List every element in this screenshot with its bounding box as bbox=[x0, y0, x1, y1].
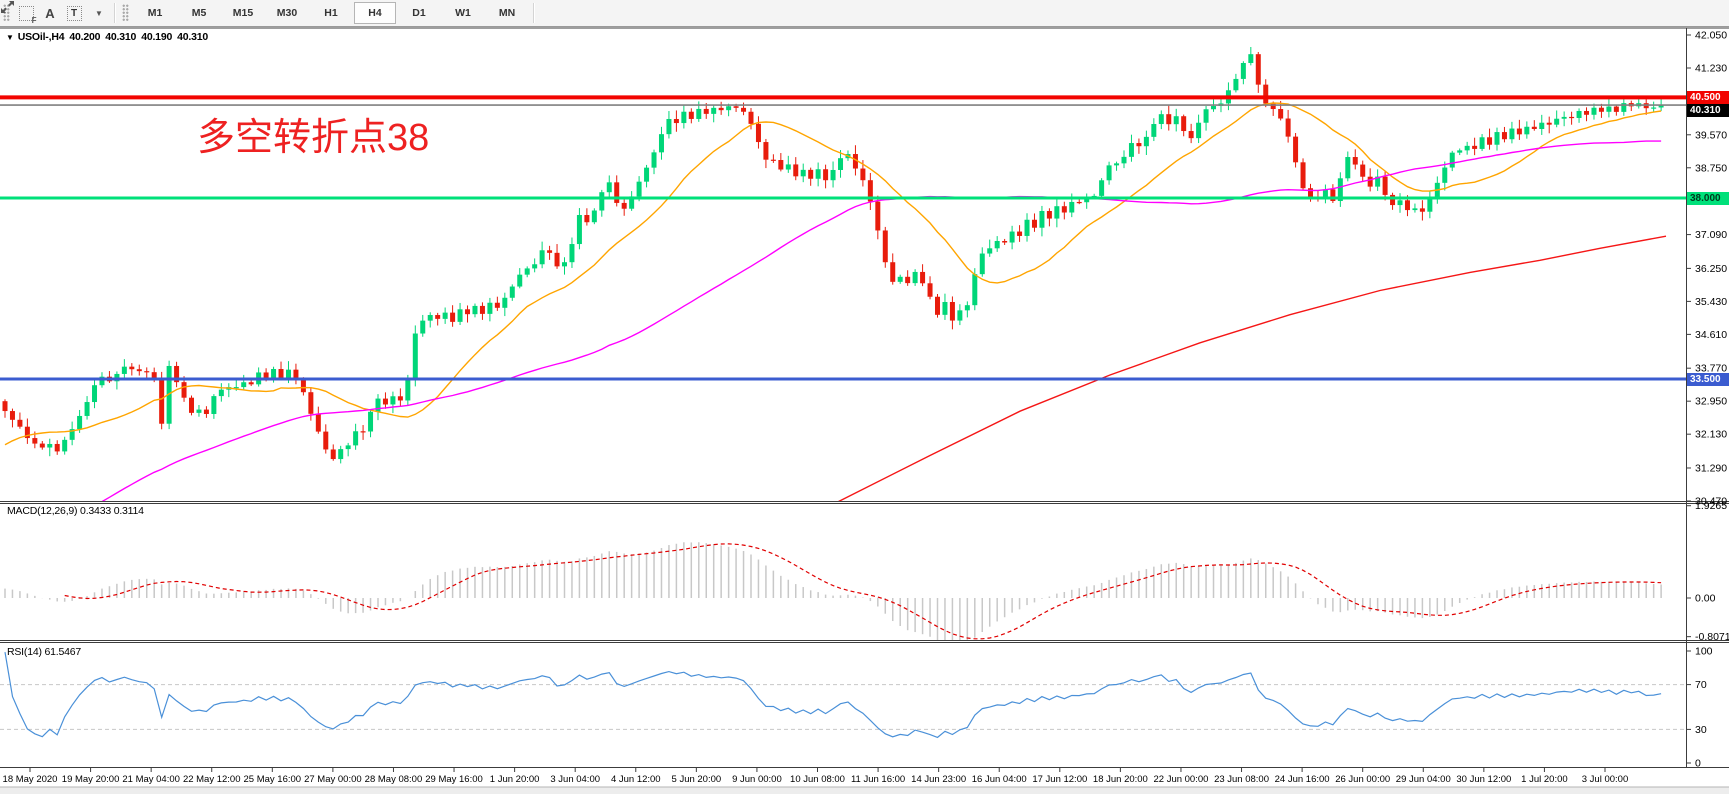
svg-text:0: 0 bbox=[1695, 758, 1701, 770]
timeframe-h4[interactable]: H4 bbox=[354, 2, 396, 24]
svg-text:31.290: 31.290 bbox=[1695, 462, 1727, 474]
svg-text:27 May 00:00: 27 May 00:00 bbox=[304, 774, 362, 785]
indicator-grid-tool-button[interactable]: F bbox=[15, 3, 37, 25]
svg-text:10 Jun 08:00: 10 Jun 08:00 bbox=[790, 774, 845, 785]
timeframe-m1[interactable]: M1 bbox=[147, 7, 163, 19]
svg-text:3 Jul 00:00: 3 Jul 00:00 bbox=[1582, 774, 1628, 785]
svg-text:21 May 04:00: 21 May 04:00 bbox=[122, 774, 180, 785]
ohlc-open: 40.200 bbox=[69, 31, 101, 43]
svg-text:14 Jun 23:00: 14 Jun 23:00 bbox=[911, 774, 966, 785]
svg-text:30 Jun 12:00: 30 Jun 12:00 bbox=[1456, 774, 1511, 785]
ohlc-low: 40.190 bbox=[141, 31, 173, 43]
svg-text:22 Jun 00:00: 22 Jun 00:00 bbox=[1153, 774, 1208, 785]
symbol-label: USOil-,H4 bbox=[17, 31, 65, 43]
svg-text:18 May 2020: 18 May 2020 bbox=[3, 774, 58, 785]
toolbar: F A T ▼ M1 M5 M15 M30 H1 H4 D1 W1 MN bbox=[0, 0, 1729, 27]
svg-text:33.770: 33.770 bbox=[1695, 363, 1727, 375]
svg-text:5 Jun 20:00: 5 Jun 20:00 bbox=[672, 774, 722, 785]
moving-averages-layer bbox=[4, 102, 1667, 501]
svg-text:28 May 08:00: 28 May 08:00 bbox=[365, 774, 423, 785]
chart-title: ▼ USOil-,H4 40.200 40.310 40.190 40.310 bbox=[6, 31, 213, 43]
svg-text:41.230: 41.230 bbox=[1695, 62, 1727, 74]
svg-text:34.610: 34.610 bbox=[1695, 329, 1727, 341]
ohlc-high: 40.310 bbox=[105, 31, 137, 43]
svg-text:24 Jun 16:00: 24 Jun 16:00 bbox=[1275, 774, 1330, 785]
svg-text:32.950: 32.950 bbox=[1695, 396, 1727, 408]
grid-f-icon: F bbox=[18, 5, 37, 25]
svg-text:70: 70 bbox=[1695, 679, 1707, 691]
svg-text:17 Jun 12:00: 17 Jun 12:00 bbox=[1032, 774, 1087, 785]
macd-indicator-label: MACD(12,26,9) 0.3433 0.3114 bbox=[7, 505, 144, 517]
svg-text:42.050: 42.050 bbox=[1695, 30, 1727, 42]
price-badge-40.500: 40.500 bbox=[1687, 90, 1729, 104]
svg-text:29 May 16:00: 29 May 16:00 bbox=[425, 774, 483, 785]
toolbar-separator bbox=[533, 3, 534, 23]
svg-text:1.9265: 1.9265 bbox=[1695, 500, 1727, 512]
svg-text:100: 100 bbox=[1695, 646, 1713, 658]
rsi-pane bbox=[0, 652, 1686, 739]
svg-text:37.090: 37.090 bbox=[1695, 229, 1727, 241]
svg-text:30: 30 bbox=[1695, 724, 1707, 736]
timeframe-m30[interactable]: M30 bbox=[276, 7, 298, 19]
svg-text:26 Jun 00:00: 26 Jun 00:00 bbox=[1335, 774, 1390, 785]
arrows-icon bbox=[1, 1, 14, 13]
letter-a-icon: A bbox=[45, 5, 55, 21]
timeframe-button-group: M1 M5 M15 M30 H1 H4 D1 W1 MN bbox=[133, 2, 529, 24]
svg-text:3 Jun 04:00: 3 Jun 04:00 bbox=[550, 774, 600, 785]
svg-text:38.750: 38.750 bbox=[1695, 162, 1727, 174]
svg-text:1 Jun 20:00: 1 Jun 20:00 bbox=[490, 774, 540, 785]
svg-text:36.250: 36.250 bbox=[1695, 263, 1727, 275]
rsi-indicator-label: RSI(14) 61.5467 bbox=[7, 646, 82, 658]
chart-annotation-text: 多空转折点38 bbox=[197, 117, 430, 159]
timeframe-mn[interactable]: MN bbox=[498, 7, 516, 19]
svg-text:-0.8071: -0.8071 bbox=[1695, 631, 1729, 643]
price-badge-38.000: 38.000 bbox=[1687, 191, 1729, 205]
timeframe-w1[interactable]: W1 bbox=[455, 7, 471, 19]
svg-text:22 May 12:00: 22 May 12:00 bbox=[183, 774, 241, 785]
arrows-tool-button[interactable]: ▼ bbox=[1, 1, 109, 24]
svg-text:25 May 16:00: 25 May 16:00 bbox=[244, 774, 302, 785]
timeframe-m5[interactable]: M5 bbox=[191, 7, 207, 19]
timeframe-m15[interactable]: M15 bbox=[232, 7, 254, 19]
svg-text:0.00: 0.00 bbox=[1695, 593, 1716, 605]
svg-text:35.430: 35.430 bbox=[1695, 296, 1727, 308]
timeframe-d1[interactable]: D1 bbox=[412, 7, 426, 19]
svg-text:11 Jun 16:00: 11 Jun 16:00 bbox=[851, 774, 905, 785]
text-label-tool-button[interactable]: A bbox=[39, 3, 61, 24]
svg-text:16 Jun 04:00: 16 Jun 04:00 bbox=[972, 774, 1027, 785]
price-badge-33.500: 33.500 bbox=[1687, 372, 1729, 386]
price-badge-40.310: 40.310 bbox=[1687, 103, 1729, 117]
dropdown-caret-icon[interactable]: ▼ bbox=[95, 8, 103, 18]
timeframe-group-handle[interactable] bbox=[122, 4, 129, 22]
svg-text:19 May 20:00: 19 May 20:00 bbox=[62, 774, 120, 785]
boxed-t-icon: T bbox=[66, 5, 82, 21]
ohlc-close: 40.310 bbox=[177, 31, 209, 43]
svg-text:32.130: 32.130 bbox=[1695, 429, 1727, 441]
svg-text:9 Jun 00:00: 9 Jun 00:00 bbox=[732, 774, 782, 785]
candles-layer bbox=[2, 46, 1664, 464]
toolbar-drag-handle[interactable] bbox=[3, 4, 10, 22]
svg-text:4 Jun 12:00: 4 Jun 12:00 bbox=[611, 774, 661, 785]
timeframe-h1[interactable]: H1 bbox=[324, 7, 338, 19]
svg-text:39.570: 39.570 bbox=[1695, 129, 1727, 141]
svg-text:23 Jun 08:00: 23 Jun 08:00 bbox=[1214, 774, 1269, 785]
svg-text:1 Jul 20:00: 1 Jul 20:00 bbox=[1521, 774, 1567, 785]
svg-text:29 Jun 04:00: 29 Jun 04:00 bbox=[1396, 774, 1451, 785]
collapse-triangle-icon[interactable]: ▼ bbox=[6, 33, 14, 42]
toolbar-separator bbox=[114, 3, 115, 23]
text-box-tool-button[interactable]: T bbox=[63, 3, 85, 24]
macd-pane bbox=[4, 542, 1662, 640]
svg-text:18 Jun 20:00: 18 Jun 20:00 bbox=[1093, 774, 1148, 785]
svg-text:30.470: 30.470 bbox=[1695, 495, 1727, 507]
